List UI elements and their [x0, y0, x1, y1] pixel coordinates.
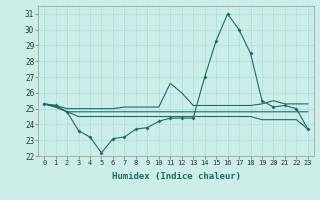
X-axis label: Humidex (Indice chaleur): Humidex (Indice chaleur): [111, 172, 241, 181]
